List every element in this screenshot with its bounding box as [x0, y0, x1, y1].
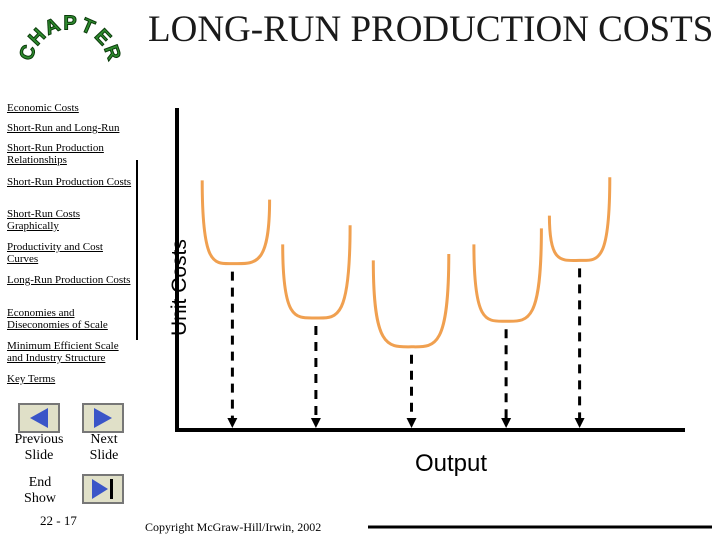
arrowhead-icon	[574, 418, 585, 428]
end-show-label[interactable]: End Show	[24, 475, 56, 506]
short-run-atc-curve	[281, 225, 352, 320]
sidebar-item[interactable]: Short-Run and Long-Run	[7, 122, 120, 134]
short-run-atc-curve	[200, 180, 272, 266]
sidebar-divider	[136, 160, 138, 340]
short-run-atc-curve	[472, 228, 543, 323]
end-show-button[interactable]	[82, 474, 124, 504]
previous-slide-button[interactable]	[18, 403, 60, 433]
sidebar-item[interactable]: Productivity and Cost Curves	[7, 241, 103, 265]
arrowhead-icon	[310, 418, 321, 428]
sidebar-item[interactable]: Short-Run Costs Graphically	[7, 208, 81, 232]
x-axis-label: Output	[415, 450, 488, 477]
page-title: LONG-RUN PRODUCTION COSTS	[148, 9, 714, 50]
y-axis-label: Unit Costs	[168, 239, 191, 336]
next-slide-label[interactable]: Next Slide	[89, 432, 119, 463]
arrowhead-icon	[406, 418, 417, 428]
arrowhead-icon	[501, 418, 512, 428]
sidebar-item[interactable]: Minimum Efficient Scale and Industry Str…	[7, 340, 119, 364]
arrow-right-icon	[94, 408, 112, 428]
sidebar-item[interactable]: Economic Costs	[7, 102, 79, 114]
copyright: Copyright McGraw-Hill/Irwin, 2002	[145, 520, 322, 534]
sidebar-item[interactable]: Short-Run Production Relationships	[7, 142, 104, 166]
short-run-atc-curve	[371, 253, 451, 349]
page-number: 22 - 17	[40, 513, 77, 528]
chapter-logo: CHA P TER	[15, 12, 126, 65]
sidebar-item[interactable]: Short-Run Production Costs	[7, 176, 132, 188]
arrowhead-icon	[227, 418, 238, 428]
end-show-icon	[92, 479, 113, 499]
next-slide-button[interactable]	[82, 403, 124, 433]
sidebar-item[interactable]: Key Terms	[7, 373, 56, 385]
sidebar-item[interactable]: Economies and Diseconomies of Scale	[7, 307, 108, 331]
sidebar-item[interactable]: Long-Run Production Costs	[7, 274, 131, 286]
logo-letter: P	[63, 12, 76, 34]
previous-slide-label[interactable]: Previous Slide	[14, 432, 64, 463]
arrow-left-icon	[30, 408, 48, 428]
short-run-atc-curve	[547, 177, 612, 262]
